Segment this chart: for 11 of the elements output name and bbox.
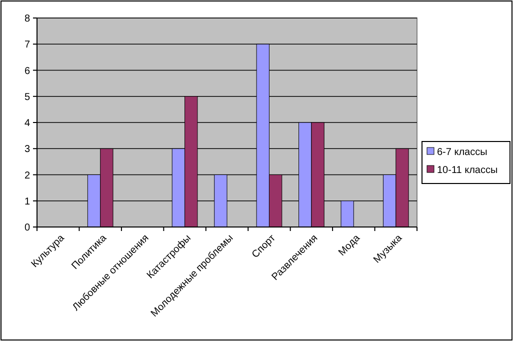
y-tick-label: 6: [24, 66, 30, 77]
y-tick-label: 1: [24, 196, 30, 208]
y-tick-label: 3: [24, 144, 30, 156]
y-tick-label: 8: [24, 14, 30, 24]
legend-label: 6-7 классы: [437, 147, 488, 158]
y-tick-label: 2: [24, 170, 30, 182]
y-tick-label: 4: [24, 118, 30, 129]
legend-label: 10-11 классы: [437, 165, 498, 176]
y-tick-label: 0: [24, 222, 30, 234]
y-tick-label: 5: [24, 92, 30, 103]
y-tick-label: 7: [24, 40, 30, 51]
